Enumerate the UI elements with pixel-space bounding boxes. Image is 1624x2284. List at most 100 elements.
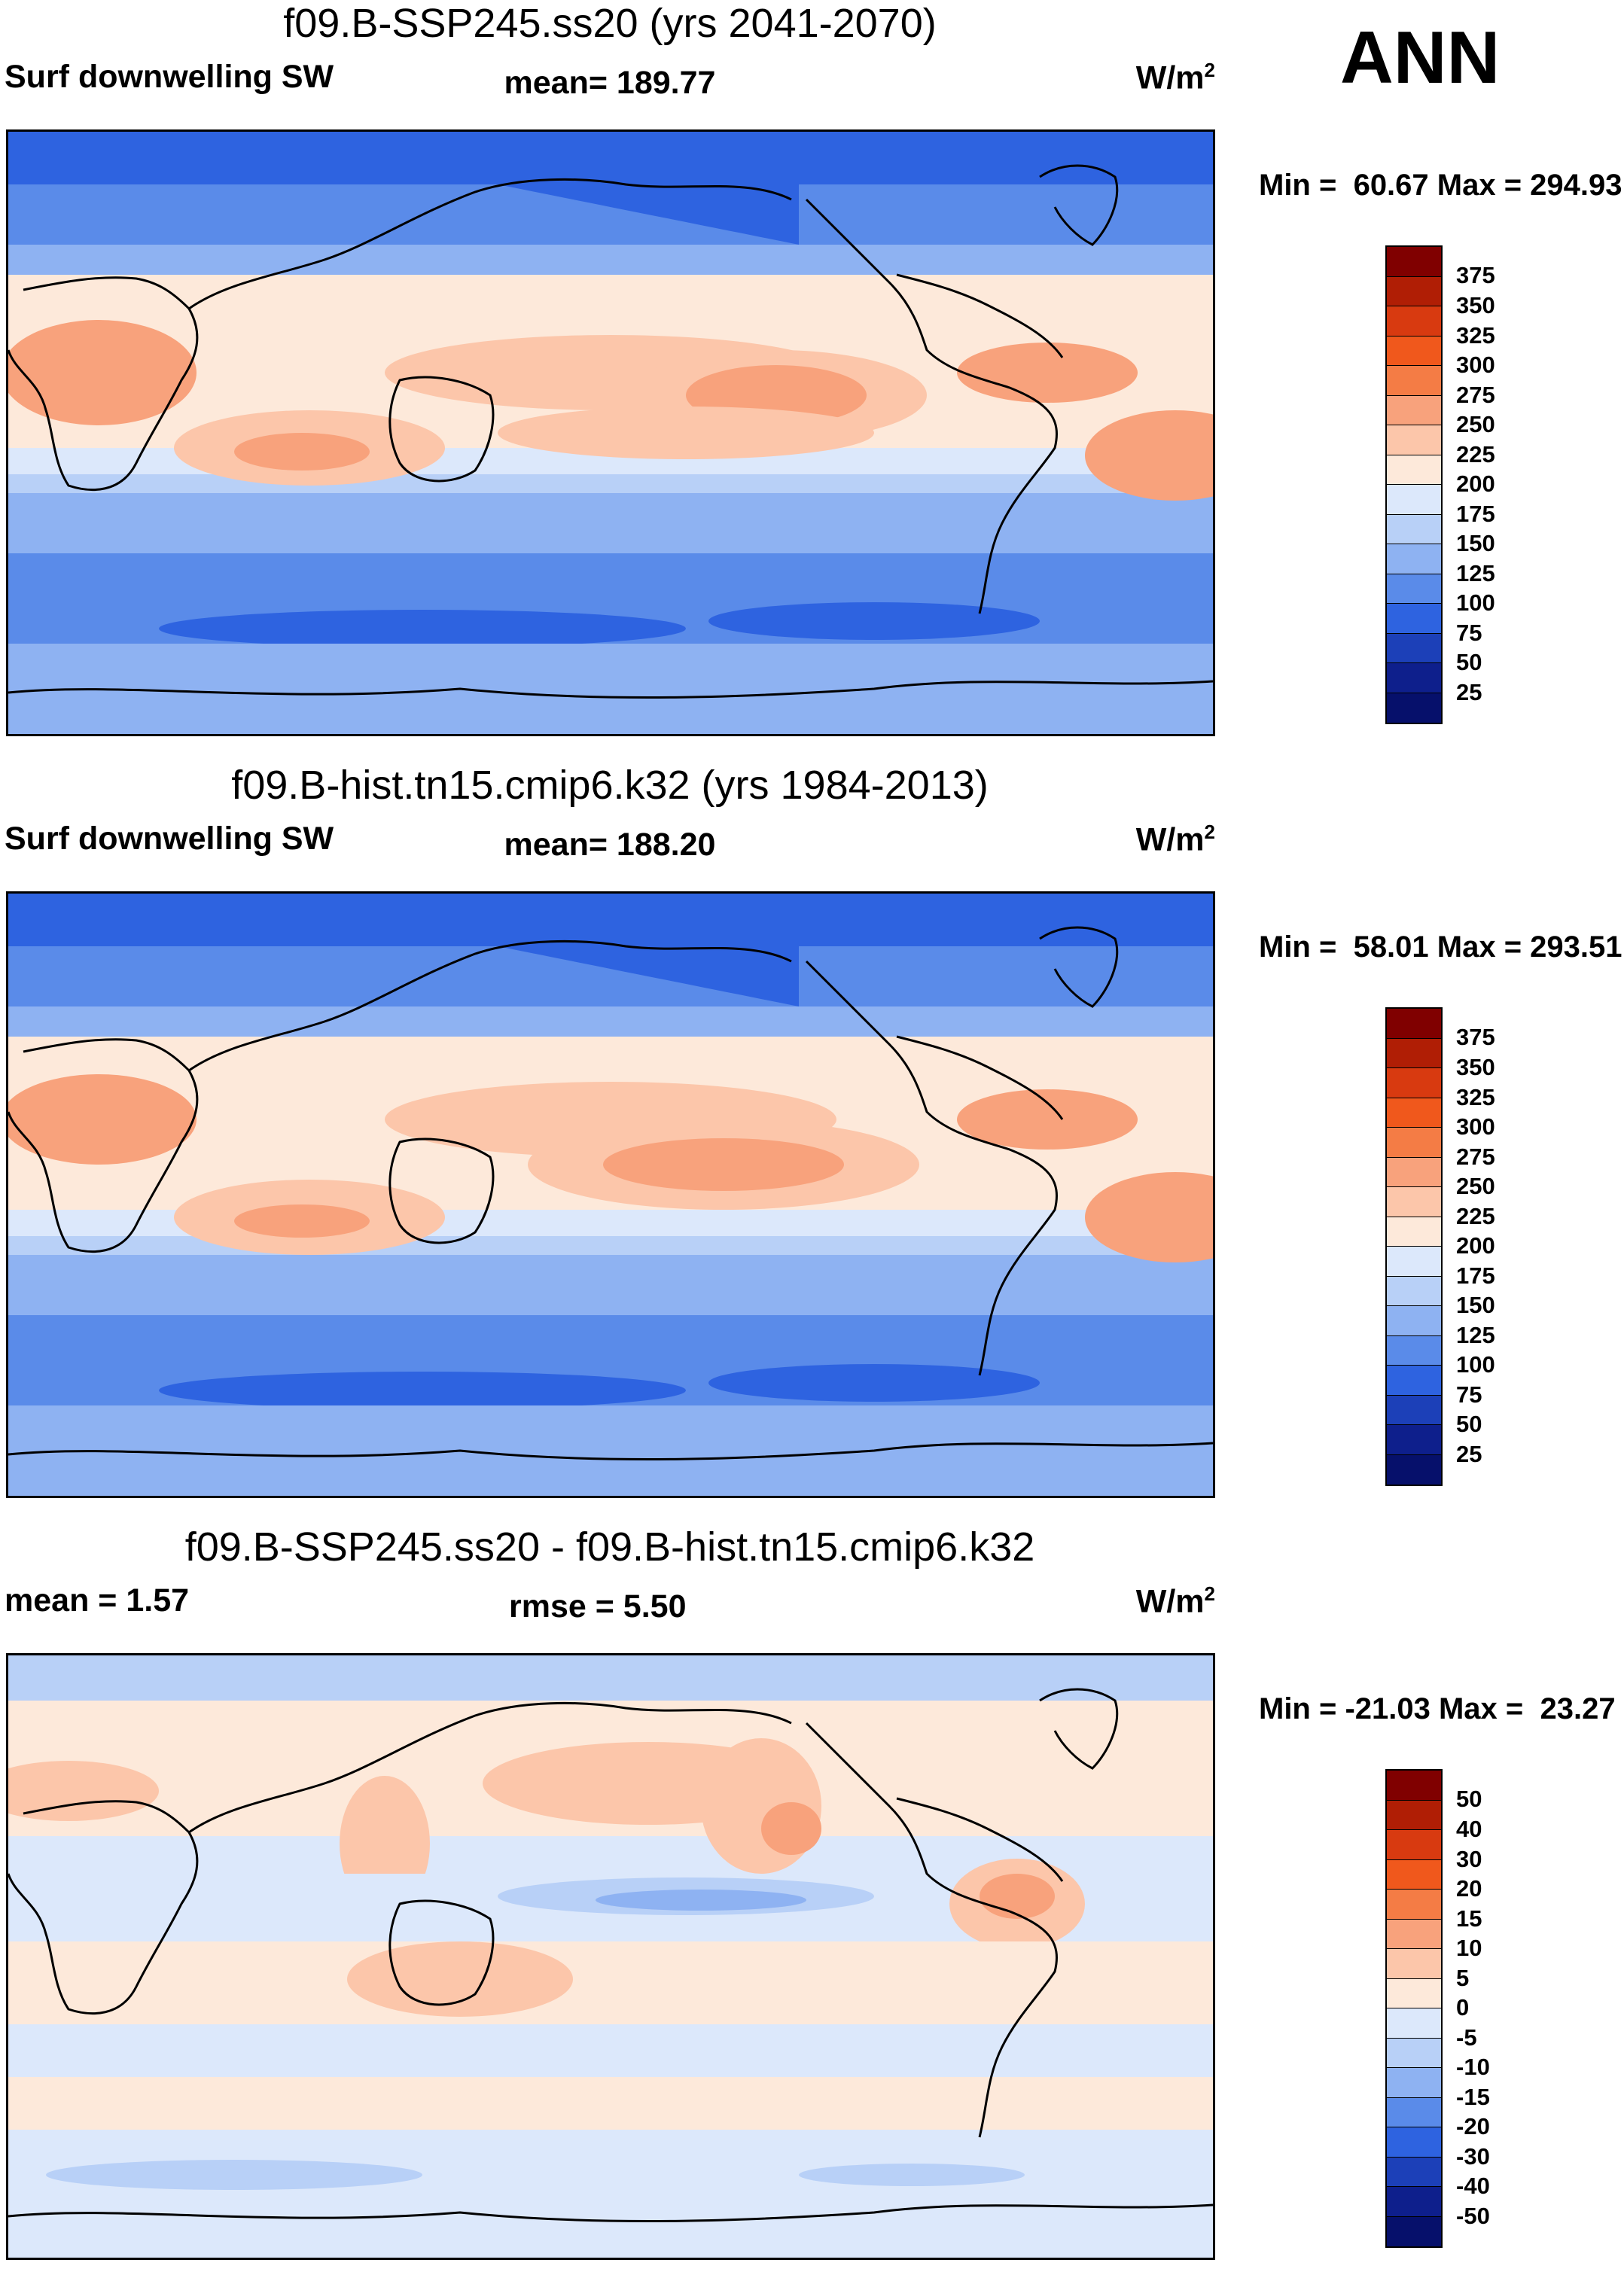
colorbar-tick-label: 100	[1456, 1351, 1495, 1378]
colorbar-box	[1387, 1276, 1441, 1306]
colorbar-box	[1387, 455, 1441, 485]
min-max-label: Min = 58.01 Max = 293.51	[1259, 930, 1622, 964]
colorbar-tick-label: 200	[1456, 1232, 1495, 1259]
colorbar-box	[1387, 1335, 1441, 1366]
colorbar-box	[1387, 1771, 1441, 1801]
colorbar-tick-label: 175	[1456, 1262, 1495, 1289]
colorbar-box	[1387, 1395, 1441, 1425]
colorbar-box	[1387, 395, 1441, 425]
colorbar-box	[1387, 1128, 1441, 1158]
colorbar-tick-label: 50	[1456, 1786, 1482, 1812]
colorbar-tick-label: 250	[1456, 1173, 1495, 1199]
panel-historical: f09.B-hist.tn15.cmip6.k32 (yrs 1984-2013…	[0, 762, 1624, 1522]
colorbar-box	[1387, 2187, 1441, 2217]
mean-label: mean = 1.57	[5, 1582, 190, 1619]
colorbar-tick-label: 325	[1456, 1084, 1495, 1110]
colorbar-tick-label: 100	[1456, 589, 1495, 616]
colorbar-tick-label: -15	[1456, 2084, 1490, 2110]
colorbar-box	[1387, 2216, 1441, 2246]
colorbar-box	[1387, 604, 1441, 634]
colorbar-box	[1387, 336, 1441, 366]
map-svg	[8, 894, 1213, 1496]
units-label: W/m2	[1135, 821, 1215, 858]
colorbar-box	[1387, 574, 1441, 604]
colorbar-tick-label: -5	[1456, 2024, 1477, 2051]
colorbar-tick-label: 275	[1456, 382, 1495, 408]
map-plot	[6, 1653, 1215, 2260]
colorbar-box	[1387, 366, 1441, 396]
colorbar-box	[1387, 276, 1441, 306]
colorbar-tick-label: -20	[1456, 2113, 1490, 2139]
colorbar-box	[1387, 1425, 1441, 1455]
colorbar-tick-label: 225	[1456, 1203, 1495, 1229]
colorbar-box	[1387, 1859, 1441, 1890]
season-label: ANN	[1340, 16, 1501, 99]
colorbar-tick-label: 175	[1456, 501, 1495, 527]
colorbar-tick-label: 150	[1456, 530, 1495, 556]
colorbar-tick-label: -10	[1456, 2054, 1490, 2080]
units-label: W/m2	[1135, 59, 1215, 96]
colorbar-tick-label: 50	[1456, 1411, 1482, 1437]
colorbar-tick-label: 150	[1456, 1292, 1495, 1318]
colorbar	[1385, 1007, 1443, 1486]
colorbar-tick-label: 250	[1456, 411, 1495, 437]
colorbar-box	[1387, 1038, 1441, 1068]
colorbar-box	[1387, 1949, 1441, 1979]
units-label: W/m2	[1135, 1582, 1215, 1620]
colorbar-box	[1387, 1217, 1441, 1247]
colorbar-box	[1387, 247, 1441, 277]
colorbar-box	[1387, 1919, 1441, 1949]
colorbar-box	[1387, 1306, 1441, 1336]
colorbar-box	[1387, 1247, 1441, 1277]
colorbar-box	[1387, 1068, 1441, 1098]
colorbar-box	[1387, 1009, 1441, 1039]
colorbar	[1385, 1769, 1443, 2248]
mean-label: mean= 189.77	[504, 65, 716, 101]
colorbar-box	[1387, 1830, 1441, 1860]
colorbar-tick-label: 0	[1456, 1994, 1470, 2021]
colorbar-tick-label: 20	[1456, 1875, 1482, 1902]
variable-label: Surf downwelling SW	[5, 59, 334, 95]
colorbar-box	[1387, 1187, 1441, 1217]
colorbar-box	[1387, 2038, 1441, 2068]
panel-future: f09.B-SSP245.ss20 (yrs 2041-2070) Surf d…	[0, 0, 1624, 760]
colorbar-tick-label: 375	[1456, 1024, 1495, 1050]
colorbar-tick-label: 350	[1456, 292, 1495, 318]
colorbar-box	[1387, 2097, 1441, 2127]
colorbar-tick-label: 225	[1456, 441, 1495, 467]
colorbar-tick-label: 125	[1456, 1322, 1495, 1348]
colorbar-tick-label: -40	[1456, 2173, 1490, 2199]
colorbar-box	[1387, 2127, 1441, 2158]
colorbar-box	[1387, 1978, 1441, 2008]
mean-label: mean= 188.20	[504, 827, 716, 863]
min-max-label: Min = 60.67 Max = 294.93	[1259, 169, 1622, 202]
min-max-label: Min = -21.03 Max = 23.27	[1259, 1692, 1616, 1725]
colorbar-box	[1387, 693, 1441, 723]
colorbar-box	[1387, 485, 1441, 515]
map-plot	[6, 891, 1215, 1498]
colorbar-tick-label: 40	[1456, 1816, 1482, 1842]
colorbar-tick-label: -50	[1456, 2203, 1490, 2229]
colorbar-box	[1387, 1157, 1441, 1187]
colorbar-tick-label: 30	[1456, 1846, 1482, 1872]
colorbar-tick-label: 350	[1456, 1054, 1495, 1080]
colorbar-tick-label: 75	[1456, 1381, 1482, 1408]
colorbar-tick-label: 300	[1456, 1113, 1495, 1140]
map-plot	[6, 129, 1215, 736]
colorbar-box	[1387, 1098, 1441, 1128]
variable-label: Surf downwelling SW	[5, 821, 334, 857]
map-svg	[8, 1655, 1213, 2258]
map-svg	[8, 132, 1213, 734]
colorbar-tick-label: 275	[1456, 1144, 1495, 1170]
colorbar-tick-label: 5	[1456, 1965, 1470, 1991]
colorbar-tick-label: 75	[1456, 620, 1482, 646]
colorbar-box	[1387, 1454, 1441, 1485]
colorbar-tick-label: 325	[1456, 322, 1495, 349]
colorbar-tick-label: 300	[1456, 352, 1495, 378]
colorbar-tick-label: -30	[1456, 2143, 1490, 2170]
colorbar-box	[1387, 2157, 1441, 2187]
colorbar-tick-label: 25	[1456, 1441, 1482, 1467]
colorbar-box	[1387, 1890, 1441, 1920]
rmse-label: rmse = 5.50	[509, 1588, 687, 1625]
colorbar-box	[1387, 306, 1441, 337]
